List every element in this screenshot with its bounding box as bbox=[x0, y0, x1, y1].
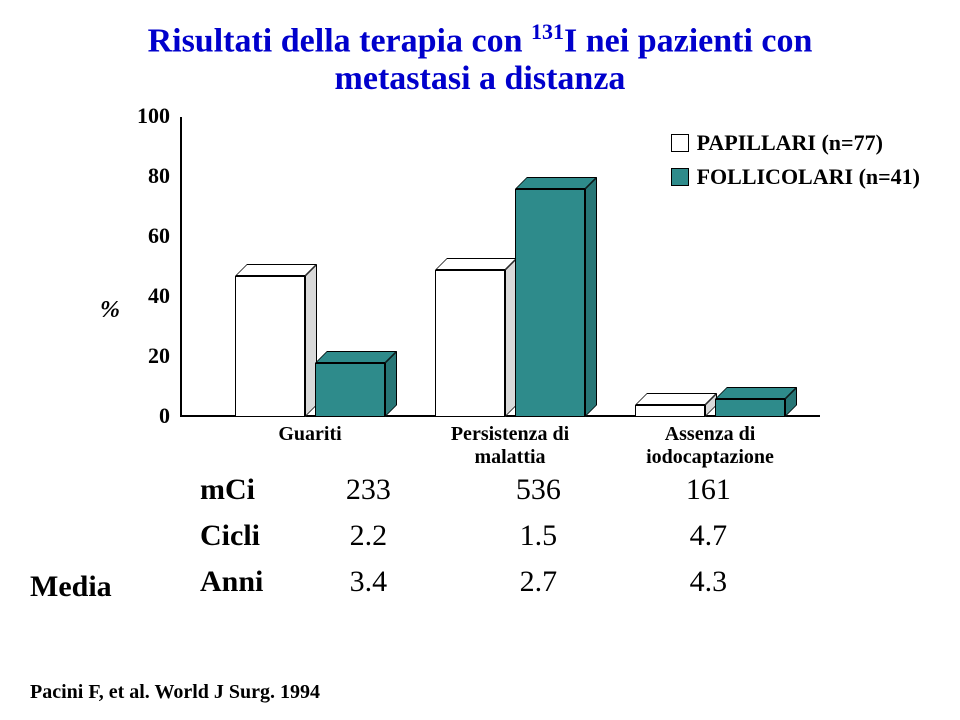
title-pre: Risultati della terapia con bbox=[148, 22, 531, 59]
category-label: Persistenza dimalattia bbox=[410, 423, 610, 469]
legend-label: PAPILLARI (n=77) bbox=[697, 128, 883, 158]
bar-top bbox=[515, 177, 597, 189]
bar bbox=[515, 189, 585, 417]
y-tick-label: 20 bbox=[120, 343, 170, 369]
citation: Pacini F, et al. World J Surg. 1994 bbox=[30, 681, 320, 704]
legend-swatch bbox=[671, 168, 689, 186]
row-header: mCi bbox=[180, 467, 283, 513]
legend-item: FOLLICOLARI (n=41) bbox=[671, 162, 920, 192]
bar-top bbox=[635, 393, 717, 405]
y-tick-label: 60 bbox=[120, 223, 170, 249]
category-label: Guariti bbox=[230, 423, 390, 446]
table-cell: 4.7 bbox=[623, 513, 793, 559]
title-line-1: Risultati della terapia con 131I nei paz… bbox=[30, 20, 930, 60]
title-line-2: metastasi a distanza bbox=[30, 60, 930, 97]
y-tick-label: 0 bbox=[120, 403, 170, 429]
legend-swatch bbox=[671, 134, 689, 152]
row-header: Anni bbox=[180, 559, 283, 605]
table-row: Cicli2.21.54.7 bbox=[70, 513, 793, 559]
title-post: I nei pazienti con bbox=[564, 22, 812, 59]
y-tick-label: 100 bbox=[120, 103, 170, 129]
bar-side bbox=[585, 177, 597, 417]
legend-item: PAPILLARI (n=77) bbox=[671, 128, 920, 158]
category-label: Assenza diiodocaptazione bbox=[600, 423, 820, 469]
bar-top bbox=[235, 264, 317, 276]
title-sup: 131 bbox=[531, 19, 564, 44]
bar bbox=[715, 399, 785, 417]
bar bbox=[315, 363, 385, 417]
table-row: Anni3.42.74.3 bbox=[70, 559, 793, 605]
table-cell: 161 bbox=[623, 467, 793, 513]
table-cell: 2.7 bbox=[453, 559, 623, 605]
y-axis bbox=[180, 117, 182, 417]
title-block: Risultati della terapia con 131I nei paz… bbox=[30, 20, 930, 97]
legend: PAPILLARI (n=77) FOLLICOLARI (n=41) bbox=[671, 128, 920, 195]
bar-side bbox=[385, 351, 397, 417]
legend-label: FOLLICOLARI (n=41) bbox=[697, 162, 920, 192]
bar bbox=[435, 270, 505, 417]
table-cell: 4.3 bbox=[623, 559, 793, 605]
table-row: mCi233536161 bbox=[70, 467, 793, 513]
table-cell: 3.4 bbox=[283, 559, 453, 605]
data-table: mCi233536161Cicli2.21.54.7Anni3.42.74.3 bbox=[70, 467, 930, 605]
y-axis-label: % bbox=[100, 297, 120, 324]
bar-top bbox=[715, 387, 797, 399]
bar-top bbox=[315, 351, 397, 363]
y-tick-label: 80 bbox=[120, 163, 170, 189]
bar bbox=[235, 276, 305, 417]
y-tick-label: 40 bbox=[120, 283, 170, 309]
media-label: Media bbox=[30, 570, 112, 604]
slide-page: Risultati della terapia con 131I nei paz… bbox=[0, 0, 960, 720]
table-cell: 233 bbox=[283, 467, 453, 513]
table-cell: 536 bbox=[453, 467, 623, 513]
table-cell: 2.2 bbox=[283, 513, 453, 559]
bar-top bbox=[435, 258, 517, 270]
row-header: Cicli bbox=[180, 513, 283, 559]
bar bbox=[635, 405, 705, 417]
table-cell: 1.5 bbox=[453, 513, 623, 559]
